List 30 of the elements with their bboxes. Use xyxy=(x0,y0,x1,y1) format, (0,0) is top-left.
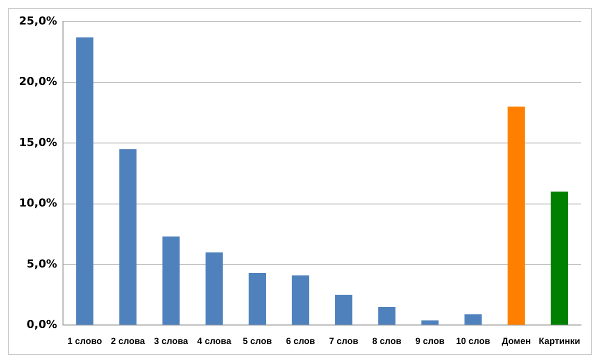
y-tick-label: 0,0% xyxy=(26,318,58,332)
y-tick-label: 5,0% xyxy=(26,257,58,270)
x-tick-label: Картинки xyxy=(538,336,580,346)
x-tick-label: 8 слов xyxy=(372,336,402,346)
x-tick-label: 3 слова xyxy=(154,336,190,346)
x-tick-label: 6 слов xyxy=(286,336,316,346)
x-tick-label: 2 слова xyxy=(110,336,146,346)
x-tick-label: 7 слов xyxy=(329,336,359,346)
bar xyxy=(464,314,482,325)
x-tick-label: Домен xyxy=(502,336,531,346)
bar xyxy=(335,294,352,325)
y-tick-label: 15,0% xyxy=(18,136,58,149)
y-tick-label: 25,0% xyxy=(18,14,58,28)
x-tick-label: 5 слов xyxy=(242,336,272,346)
bar xyxy=(292,275,310,325)
bar xyxy=(378,306,396,325)
x-tick-label: 1 слово xyxy=(67,336,102,346)
bar xyxy=(119,149,137,325)
bar xyxy=(206,252,223,325)
x-tick-label: 10 слов xyxy=(456,336,491,346)
bar xyxy=(248,272,266,325)
bar xyxy=(508,106,525,325)
bar xyxy=(162,236,180,325)
y-tick-label: 10,0% xyxy=(18,196,58,210)
bar xyxy=(421,320,439,325)
x-tick-label: 9 слов xyxy=(415,336,445,346)
bar xyxy=(550,192,568,325)
bar xyxy=(76,37,94,325)
y-tick-label: 20,0% xyxy=(18,75,58,88)
x-tick-label: 4 слова xyxy=(197,336,232,346)
